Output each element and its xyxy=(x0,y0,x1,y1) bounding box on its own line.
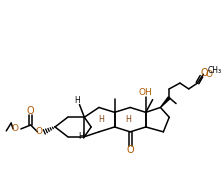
Text: OH: OH xyxy=(139,88,153,97)
Text: O: O xyxy=(36,127,43,136)
Text: H: H xyxy=(75,96,80,105)
Polygon shape xyxy=(160,97,170,107)
Text: O: O xyxy=(27,106,34,116)
Text: O: O xyxy=(206,70,213,79)
Text: H: H xyxy=(78,132,84,141)
Text: O: O xyxy=(200,68,208,78)
Text: O: O xyxy=(12,124,19,133)
Text: O: O xyxy=(126,145,134,155)
Text: H: H xyxy=(98,115,104,124)
Text: H: H xyxy=(125,115,131,124)
Text: CH₃: CH₃ xyxy=(208,66,222,75)
